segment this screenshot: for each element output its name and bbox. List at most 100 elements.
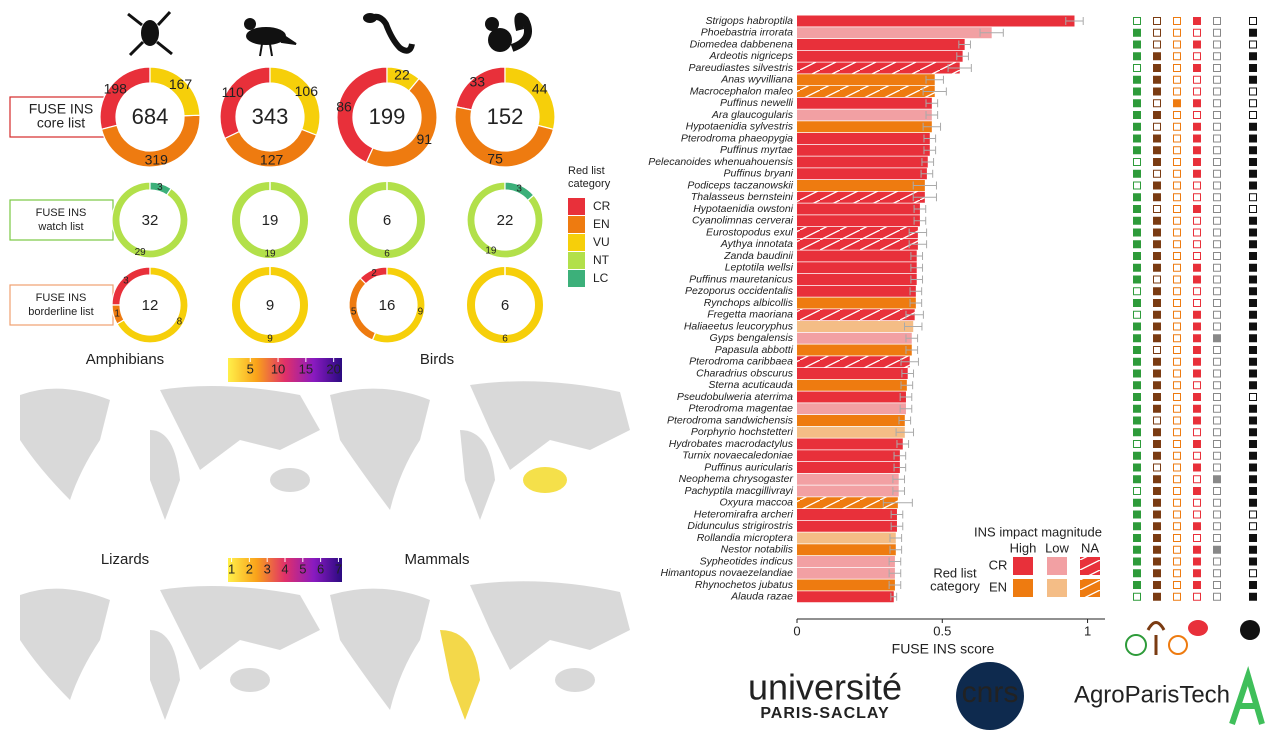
threat-cell — [1249, 122, 1257, 131]
threat-cell — [1249, 404, 1257, 413]
error-bar — [889, 545, 903, 554]
threat-cell — [1173, 287, 1181, 296]
threat-cell — [1213, 581, 1221, 589]
error-bar — [888, 557, 902, 566]
threat-cell — [1213, 216, 1221, 225]
threat-cell — [1153, 487, 1161, 495]
bar — [797, 591, 894, 603]
threat-cell — [1193, 440, 1201, 448]
legend-category-label: EN — [989, 579, 1007, 594]
threat-cell — [1249, 64, 1257, 72]
donut-value-label: 3 — [123, 276, 129, 287]
threat-cell — [1153, 122, 1161, 131]
threat-cell — [1193, 428, 1201, 437]
threat-cell — [1173, 369, 1181, 378]
threat-cell — [1249, 275, 1257, 284]
threat-cell — [1193, 263, 1201, 272]
error-bar — [900, 357, 919, 366]
species-label: Heteromirafra archeri — [694, 508, 794, 520]
error-bar — [979, 28, 1004, 37]
species-label: Leptotila wellsi — [725, 262, 794, 274]
threat-cell — [1193, 216, 1201, 225]
threat-cell — [1133, 404, 1141, 413]
threat-cell — [1193, 40, 1201, 49]
threat-cell — [1133, 299, 1141, 307]
threat-cell — [1193, 393, 1201, 401]
donut-value-label: 6 — [384, 249, 390, 260]
bar — [797, 133, 930, 144]
colorbar-tick-label: 2 — [246, 561, 253, 576]
threat-cell — [1133, 416, 1141, 425]
threat-cell — [1249, 263, 1257, 272]
row-label: borderline list — [28, 306, 93, 318]
bar — [797, 438, 903, 450]
error-bar — [925, 75, 944, 84]
donut-total: 9 — [266, 297, 274, 314]
threat-cell — [1213, 99, 1221, 108]
bar — [797, 50, 963, 62]
threat-cell — [1173, 240, 1181, 249]
threat-cell — [1133, 334, 1141, 343]
threat-cell — [1249, 592, 1257, 601]
threat-cell — [1133, 322, 1141, 331]
error-bar — [901, 369, 915, 378]
threat-cell — [1133, 381, 1141, 390]
threat-cell — [1213, 122, 1221, 131]
error-bar — [899, 404, 913, 413]
bar — [797, 39, 965, 50]
donut-total: 343 — [252, 104, 289, 129]
habitat-icon — [1146, 621, 1166, 655]
threat-cell — [1133, 99, 1141, 108]
threat-cell — [1249, 169, 1257, 178]
x-tick-label: 0.5 — [933, 623, 951, 638]
threat-cell — [1249, 393, 1257, 401]
error-bar — [909, 299, 923, 307]
donut-value-label: 91 — [416, 131, 432, 147]
bar — [797, 332, 912, 344]
donut-value-label: 127 — [260, 152, 284, 168]
legend-impact-label: Low — [1045, 540, 1069, 555]
error-bar — [912, 193, 937, 202]
legend-swatch — [1047, 579, 1067, 597]
donut-total: 22 — [497, 212, 514, 229]
threat-cell — [1133, 134, 1141, 143]
species-label: Macrocephalon maleo — [690, 85, 793, 97]
legend-label: EN — [593, 217, 610, 231]
donut-value-label: 44 — [532, 81, 548, 97]
colorbar-tick-label: 20 — [326, 361, 340, 376]
bar — [797, 403, 906, 415]
threat-cell — [1153, 40, 1161, 49]
species-label: Didunculus strigirostris — [687, 520, 793, 532]
error-bar — [923, 134, 937, 143]
climate-icon — [1240, 620, 1260, 640]
legend-swatch — [568, 198, 585, 215]
threat-cell — [1249, 498, 1257, 507]
donut-value-label: 3 — [157, 182, 163, 193]
threat-cell — [1249, 510, 1257, 519]
threat-cell — [1133, 498, 1141, 507]
threat-cell — [1173, 428, 1181, 437]
threat-cell — [1213, 569, 1221, 578]
species-label: Puffinus bryani — [724, 168, 794, 180]
threat-cell — [1249, 134, 1257, 143]
threat-cell — [1173, 40, 1181, 49]
threat-cell — [1133, 428, 1141, 437]
error-bar — [890, 510, 904, 519]
error-bar — [922, 122, 942, 131]
threat-cell — [1133, 193, 1141, 202]
threat-cell — [1173, 569, 1181, 578]
threat-cell — [1153, 181, 1161, 190]
species-label: Turnix novaecaledoniae — [682, 450, 793, 462]
error-bar — [900, 381, 914, 390]
threat-cell — [1173, 404, 1181, 413]
species-label: Strigops habroptila — [705, 15, 793, 27]
donut-segment — [504, 181, 535, 202]
threat-cell — [1193, 381, 1201, 390]
bar — [797, 191, 925, 203]
legend-title: category — [930, 578, 980, 593]
error-bar — [898, 416, 912, 425]
donut-total: 19 — [262, 212, 279, 229]
species-label: Rhynochetos jubatus — [695, 579, 794, 591]
threat-cell — [1153, 28, 1161, 37]
